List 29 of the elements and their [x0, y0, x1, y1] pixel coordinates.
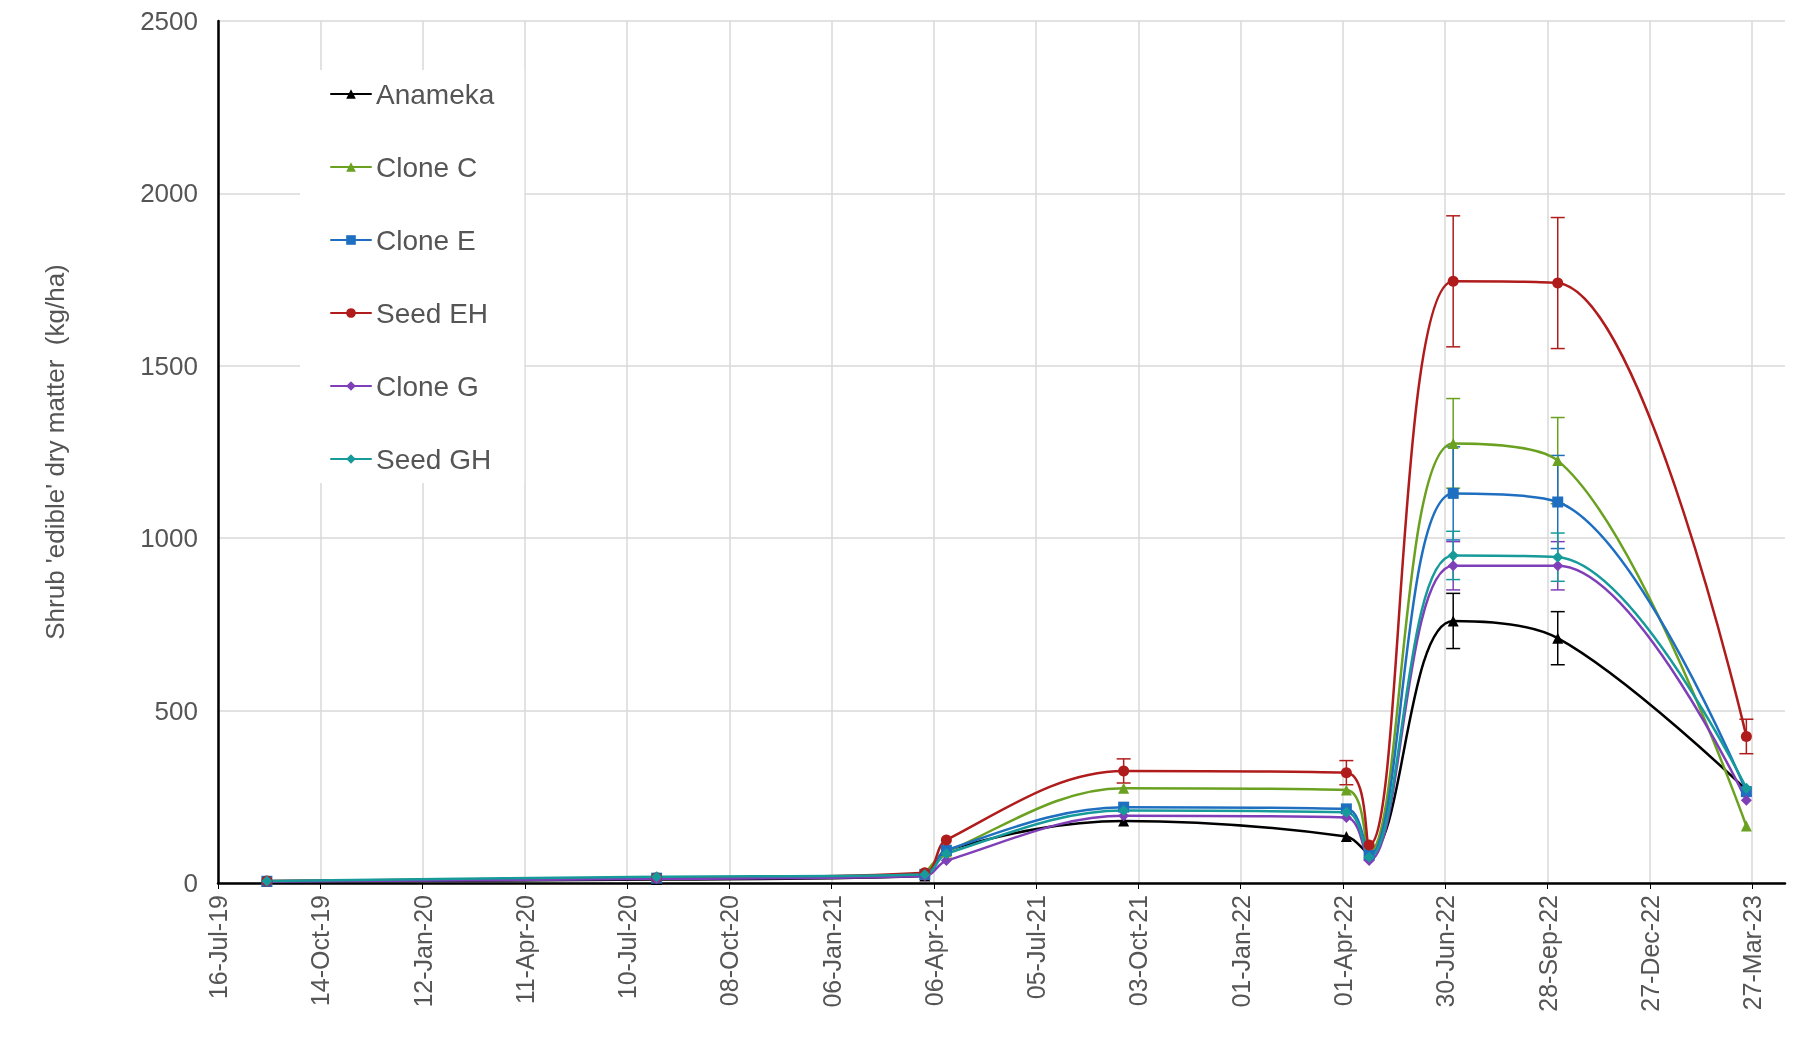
x-tick-label: 14-Oct-19 — [306, 895, 335, 1007]
x-tick-label: 27-Mar-23 — [1738, 895, 1767, 1011]
x-tick-label: 12-Jan-20 — [408, 895, 437, 1008]
y-axis-title: Shrub 'edible' dry matter (kg/ha) — [40, 264, 70, 640]
x-tick-label: 05-Jul-21 — [1022, 895, 1051, 1000]
x-tick-label: 06-Apr-21 — [919, 895, 948, 1007]
legend-label: Seed GH — [376, 443, 492, 475]
x-tick-label: 06-Jan-21 — [817, 895, 846, 1008]
y-tick-label: 1000 — [140, 523, 198, 554]
x-tick-label: 11-Apr-20 — [510, 895, 539, 1005]
legend-label: Seed EH — [376, 297, 489, 329]
x-tick-label: 01-Apr-22 — [1328, 895, 1357, 1007]
legend-label: Anameka — [376, 78, 495, 110]
legend-label: Clone C — [376, 151, 478, 183]
legend-label: Clone G — [376, 370, 479, 402]
x-tick-label: 30-Jun-22 — [1431, 895, 1460, 1008]
y-tick-label: 2500 — [140, 6, 198, 36]
x-tick-label: 27-Dec-22 — [1635, 895, 1664, 1012]
y-tick-label: 0 — [183, 868, 198, 898]
x-tick-label: 03-Oct-21 — [1124, 895, 1153, 1007]
y-tick-label: 2000 — [140, 178, 198, 209]
x-tick-label: 01-Jan-22 — [1226, 895, 1255, 1008]
y-tick-label: 1500 — [140, 350, 198, 381]
x-tick-label: 08-Oct-20 — [715, 895, 744, 1007]
x-tick-label: 16-Jul-19 — [204, 895, 232, 1000]
x-tick-label: 10-Jul-20 — [613, 895, 642, 1000]
y-tick-label: 500 — [154, 695, 198, 726]
x-tick-label: 28-Sep-22 — [1533, 895, 1562, 1012]
legend-label: Clone E — [376, 224, 476, 256]
